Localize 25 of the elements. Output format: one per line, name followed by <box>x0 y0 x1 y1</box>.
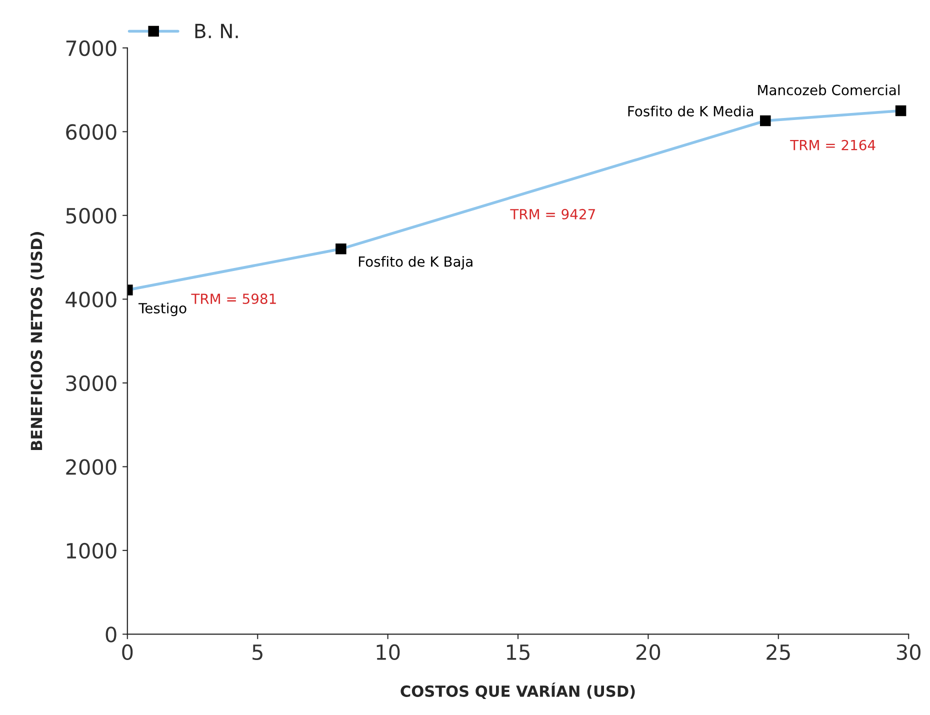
y-tick-label: 4000 <box>66 292 116 308</box>
y-tick-label: 1000 <box>66 542 116 559</box>
x-tick-label: 30 <box>896 644 920 660</box>
y-tick-label: 7000 <box>66 40 116 56</box>
annotation: Fosfito de K Baja <box>358 256 472 270</box>
y-tick-label: 5000 <box>66 208 116 224</box>
x-tick-label: 0 <box>122 644 133 660</box>
x-tick-label: 15 <box>507 644 530 660</box>
y-tick-label: 3000 <box>66 375 116 392</box>
y-axis-title: BENEFICIOS NETOS (USD) <box>30 232 44 450</box>
y-tick-label: 0 <box>106 626 116 642</box>
x-axis-title: COSTOS QUE VARÍAN (USD) <box>400 682 635 699</box>
x-tick-label: 20 <box>636 644 660 660</box>
x-tick-label: 10 <box>376 644 400 660</box>
y-tick-label: 6000 <box>66 124 116 140</box>
annotation: TRM = 2164 <box>790 140 876 150</box>
annotation: TRM = 9427 <box>510 208 595 220</box>
annotation: Fosfito de K Media <box>628 106 754 116</box>
x-tick-label: 25 <box>766 644 790 660</box>
annotation: TRM = 5981 <box>191 294 276 304</box>
annotation: Mancozeb Comercial <box>758 84 900 96</box>
legend-label: B. N. <box>195 24 238 38</box>
x-tick-label: 5 <box>252 644 262 660</box>
annotation: Testigo <box>138 302 186 316</box>
y-tick-label: 2000 <box>66 459 116 475</box>
